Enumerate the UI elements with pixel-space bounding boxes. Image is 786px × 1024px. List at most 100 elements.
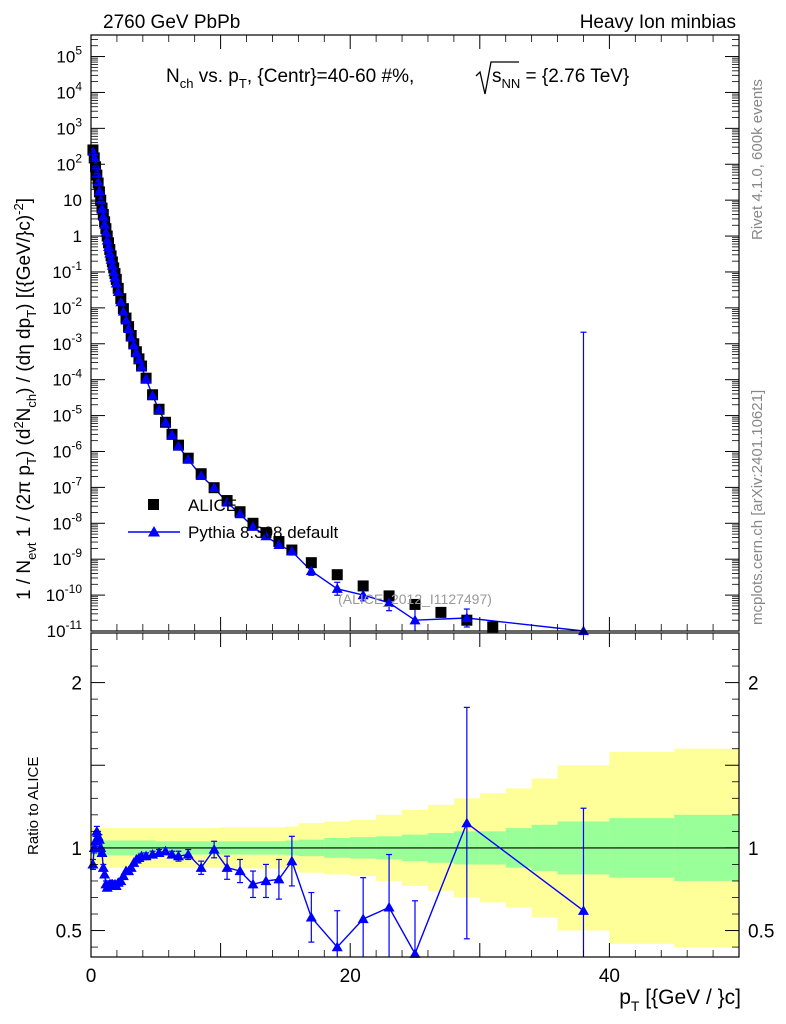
ratio-data-point (166, 849, 178, 859)
ratio-data-point (234, 865, 246, 876)
ratio-uncertainty-bands (91, 748, 740, 948)
pythia-data-point (106, 260, 118, 270)
pythia-data-point (97, 211, 109, 221)
pythia-data-point (195, 470, 207, 480)
pythia-data-point (136, 361, 148, 371)
legend: ALICE Pythia 8.308 default (128, 496, 339, 542)
ratio-data-point (195, 862, 207, 872)
alice-data-point (305, 557, 317, 569)
ratio-y-tick-label-right: 1 (748, 839, 759, 860)
main-y-tick-label: 10-7 (52, 474, 82, 497)
pythia-data-point (105, 254, 117, 264)
ratio-y-ticks: 2 2 1 1 0.5 0.5 (56, 632, 774, 948)
main-y-tick-label: 10-9 (52, 546, 82, 569)
pythia-data-point (99, 218, 111, 229)
ratio-y-axis-label: Ratio to ALICE (25, 757, 42, 855)
legend-alice-label: ALICE (188, 496, 237, 515)
alice-data-point (357, 580, 369, 592)
ratio-x-tick-label: 40 (599, 966, 620, 987)
ratio-data-point (247, 878, 259, 889)
pythia-data-point (260, 530, 272, 541)
pythia-data-point (102, 241, 114, 251)
main-y-tick-label: 10-6 (52, 438, 82, 461)
pythia-data-point (117, 306, 129, 316)
ratio-frame (90, 632, 740, 958)
pythia-data-point (92, 176, 104, 187)
rivet-version-label: Rivet 4.1.0, 600k events (749, 79, 766, 240)
pythia-data-point (461, 612, 473, 623)
alice-data-point (409, 598, 421, 610)
pythia-data-point (110, 277, 122, 288)
ratio-y-tick-label: 1 (71, 839, 82, 860)
ratio-data-point (117, 870, 129, 881)
main-y-tick-label: 10-5 (52, 403, 82, 426)
ratio-data-point (125, 862, 137, 872)
ratio-data-point (331, 941, 343, 952)
pythia-data-point (160, 417, 172, 427)
pythia-data-point (147, 390, 159, 400)
ratio-y-tick-label-right: 2 (748, 674, 759, 695)
alice-data-point (383, 590, 395, 602)
pythia-data-point (115, 296, 127, 307)
pythia-data-point (182, 453, 194, 464)
pythia-data-point (123, 323, 135, 333)
main-y-tick-label: 10-8 (52, 510, 82, 533)
pythia-data-point (383, 597, 395, 607)
pythia-data-point (247, 521, 259, 531)
pythia-data-point (221, 496, 233, 507)
pythia-data-point (409, 614, 421, 625)
sqrt-symbol (475, 61, 519, 95)
main-plot-area (87, 144, 589, 636)
pythia-data-point (133, 354, 145, 364)
ratio-data-point (96, 847, 108, 857)
pythia-data-point (100, 227, 112, 237)
ratio-panel: 0 20 40 2 2 1 1 0.5 0.5 Ratio to ALICE pT [{GeV… (25, 632, 774, 1014)
alice-data-point (331, 569, 343, 581)
pythia-data-point (140, 373, 152, 384)
mcplots-label: mcplots.cern.ch [arXiv:2401.10621] (749, 390, 766, 625)
pythia-data-point (108, 266, 120, 277)
ratio-data-point (182, 849, 194, 859)
main-x-ticks (90, 35, 740, 631)
ratio-data-point (97, 862, 109, 872)
pythia-data-point (234, 508, 246, 519)
main-y-tick-label: 102 (56, 151, 82, 174)
ratio-x-tick-label: 20 (340, 966, 361, 987)
ratio-data-point (172, 850, 184, 861)
analysis-watermark: (ALICE_2012_I1127497) (338, 591, 492, 607)
header-left-label: 2760 GeV PbPb (103, 12, 240, 33)
ratio-data-point (160, 845, 172, 856)
ratio-data-point (91, 825, 103, 836)
legend-pythia-marker (148, 526, 160, 537)
alice-data-point (435, 606, 447, 618)
pythia-data-point (112, 286, 124, 296)
ratio-data-point (286, 855, 298, 866)
main-y-tick-label: 10-2 (52, 295, 82, 318)
header-right-label: Heavy Ion minbias (580, 12, 736, 33)
pythia-data-point (109, 272, 121, 282)
pythia-data-point (273, 539, 285, 550)
ratio-data-point (115, 875, 127, 886)
pythia-data-point (208, 482, 220, 492)
main-y-tick-label: 10-1 (52, 259, 82, 282)
ratio-data-point (93, 834, 105, 844)
ratio-x-ticks: 0 20 40 (86, 633, 740, 987)
main-series-markers (87, 144, 589, 636)
main-y-tick-label: 10-4 (52, 367, 82, 390)
main-y-tick-label: 10-3 (52, 331, 82, 354)
pythia-data-point (166, 429, 178, 440)
pythia-data-point (128, 339, 140, 350)
pythia-data-point (286, 545, 298, 556)
ratio-y-tick-label: 2 (71, 674, 82, 695)
ratio-data-point (208, 844, 220, 854)
pythia-data-point (305, 565, 317, 576)
ratio-y-tick-label: 0.5 (56, 922, 82, 943)
ratio-data-point (357, 913, 369, 924)
plot-title: Nch vs. pT, {Centr}=40-60 #%, (166, 66, 414, 91)
ratio-data-point (577, 905, 589, 915)
legend-pythia-label: Pythia 8.308 default (188, 523, 339, 542)
main-y-tick-label: 10-10 (46, 582, 83, 605)
pythia-data-point (125, 331, 137, 342)
ratio-data-point (273, 873, 285, 884)
ratio-data-point (383, 901, 395, 912)
